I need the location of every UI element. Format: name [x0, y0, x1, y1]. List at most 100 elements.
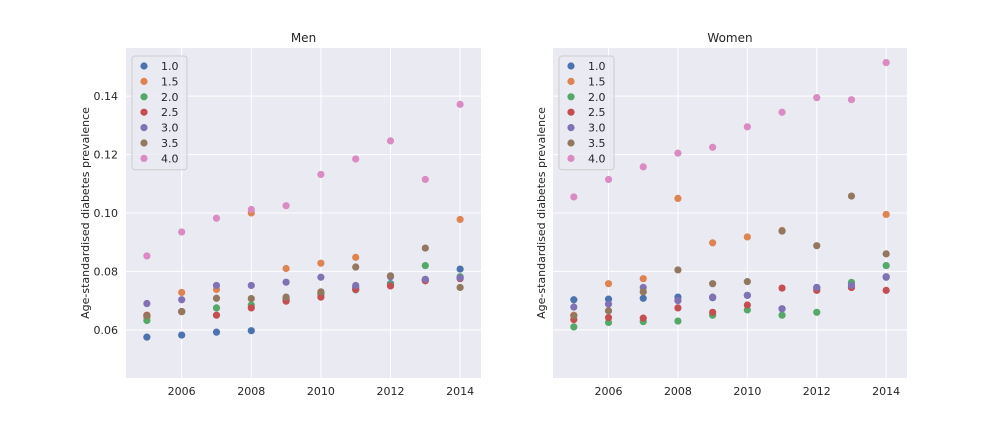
data-point	[143, 252, 151, 260]
data-point	[813, 308, 821, 316]
data-point	[639, 294, 647, 302]
x-tick-label: 2006	[168, 385, 196, 398]
y-tick-label: 0.14	[94, 90, 119, 103]
data-point	[317, 293, 325, 301]
data-point	[778, 284, 786, 292]
data-point	[143, 299, 151, 308]
data-point	[604, 307, 613, 315]
data-point	[813, 242, 821, 250]
data-point	[813, 94, 821, 102]
data-point	[212, 311, 221, 319]
data-point	[570, 296, 578, 304]
data-point	[282, 278, 290, 286]
y-axis-label: Age-standardised diabetes prevalence	[79, 107, 92, 319]
data-point	[639, 288, 647, 296]
data-point	[178, 296, 186, 304]
data-point	[743, 123, 751, 131]
data-point	[778, 108, 786, 116]
legend-label: 1.0	[161, 60, 179, 73]
legend-marker	[567, 124, 575, 132]
data-point	[847, 96, 856, 104]
data-point	[674, 304, 682, 312]
legend-marker	[140, 62, 148, 70]
data-point	[317, 273, 325, 281]
data-point	[247, 304, 255, 312]
data-point	[604, 318, 613, 327]
legend-marker	[567, 108, 575, 116]
legend-box	[131, 55, 188, 171]
legend-label: 1.5	[588, 75, 606, 88]
data-point	[178, 331, 186, 339]
legend-label: 4.0	[161, 152, 179, 165]
data-point	[212, 328, 221, 336]
data-point	[674, 194, 682, 202]
data-point	[639, 314, 647, 322]
y-tick-label: 0.10	[94, 207, 119, 220]
data-point	[882, 59, 890, 67]
legend-label: 2.5	[161, 106, 179, 119]
data-point	[317, 259, 325, 267]
data-point	[421, 244, 429, 252]
legend-marker	[140, 124, 148, 132]
data-point	[421, 275, 429, 283]
x-tick-label: 2008	[237, 385, 265, 398]
data-point	[247, 294, 255, 303]
data-point	[604, 295, 613, 303]
data-point	[178, 288, 186, 297]
legend-label: 3.0	[588, 122, 606, 135]
legend-marker	[567, 62, 575, 70]
data-point	[456, 283, 464, 292]
legend-label: 3.5	[161, 137, 179, 150]
data-point	[456, 100, 464, 108]
data-point	[778, 305, 786, 313]
legend-label: 1.5	[161, 75, 179, 88]
data-point	[604, 300, 613, 308]
legend-label: 1.0	[588, 60, 606, 73]
data-point	[743, 306, 751, 314]
data-point	[178, 307, 186, 316]
x-tick-label: 2012	[377, 385, 405, 398]
legend-label: 2.0	[588, 91, 606, 104]
data-point	[247, 327, 255, 335]
data-point	[352, 263, 360, 271]
data-point	[143, 333, 151, 341]
data-point	[674, 297, 682, 305]
data-point	[456, 265, 464, 273]
chart-panel-men: 2006 2008 2010 2012 2014 0.06 0.08 0.10 0.12 0.14…	[79, 31, 481, 398]
data-point	[882, 250, 890, 258]
data-point	[421, 175, 429, 184]
data-point	[317, 170, 325, 179]
x-tick-label: 2010	[733, 385, 761, 398]
legend-label: 4.0	[588, 152, 606, 165]
data-point	[143, 312, 151, 320]
legend-marker	[140, 93, 148, 101]
legend-marker	[567, 139, 575, 147]
data-point	[604, 280, 613, 288]
data-point	[212, 214, 221, 222]
chart-title: Men	[291, 31, 316, 45]
x-tick-label: 2008	[664, 385, 692, 398]
data-point	[570, 312, 578, 320]
legend-label: 2.0	[161, 91, 179, 104]
data-point	[709, 239, 717, 247]
data-point	[570, 323, 578, 331]
data-point	[386, 282, 395, 290]
data-point	[421, 261, 429, 270]
data-point	[604, 313, 613, 322]
data-point	[456, 215, 464, 224]
data-point	[639, 275, 647, 283]
legend-marker	[567, 93, 575, 101]
data-point	[882, 261, 890, 270]
legend-label: 3.5	[588, 137, 606, 150]
data-point	[247, 205, 255, 214]
x-tick-label: 2012	[803, 385, 831, 398]
data-point	[882, 273, 890, 281]
data-point	[709, 143, 717, 151]
legend-marker	[567, 154, 575, 162]
data-point	[674, 266, 682, 274]
data-point	[352, 253, 360, 261]
data-point	[386, 137, 395, 145]
data-point	[674, 317, 682, 325]
data-point	[743, 291, 751, 299]
